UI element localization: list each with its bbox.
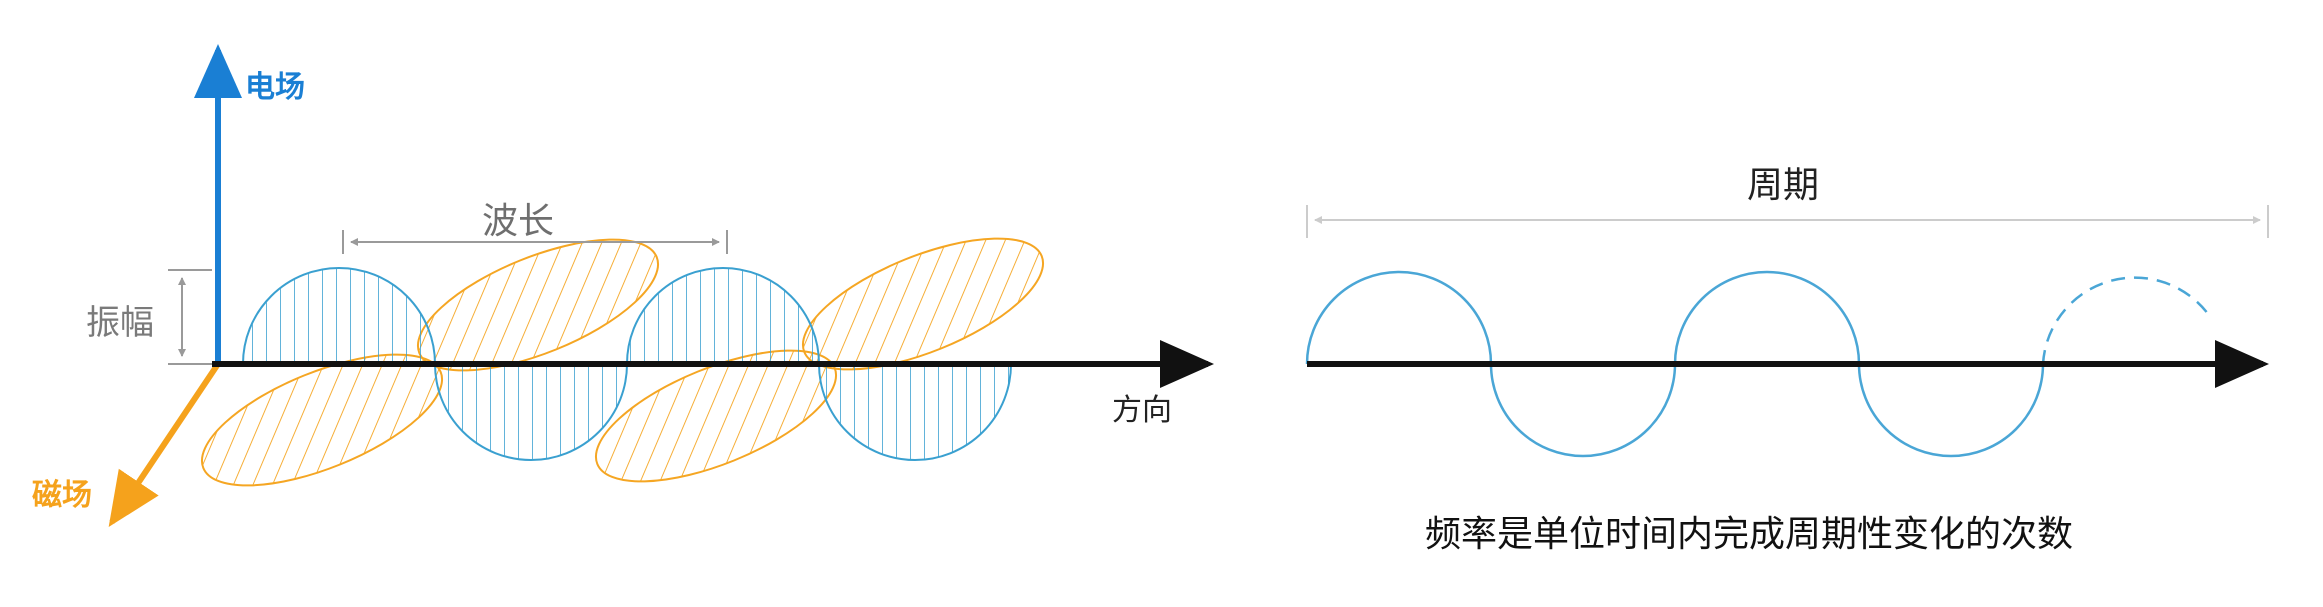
period-label: 周期 [1747, 165, 1820, 206]
wavelength-label: 波长 [482, 201, 555, 242]
electric-lobe [241, 267, 437, 365]
electric-field-lobes [241, 267, 1013, 461]
wavelength-marker [342, 230, 728, 254]
electric-lobe [817, 363, 1013, 461]
electric-lobe [625, 267, 821, 365]
period-marker [1306, 205, 2269, 238]
electric-lobe [433, 363, 629, 461]
magnetic-field-lobes [200, 237, 1045, 487]
electric-field-label: 电场 [245, 70, 305, 105]
magnetic-field-label: 磁场 [32, 478, 92, 513]
magnetic-field-axis [108, 362, 221, 527]
direction-label: 方向 [1112, 393, 1172, 428]
frequency-caption: 频率是单位时间内完成周期性变化的次数 [1425, 514, 2074, 555]
amplitude-marker [168, 269, 212, 365]
amplitude-label: 振幅 [86, 303, 154, 343]
sine-wave-continuation [2041, 276, 2213, 365]
